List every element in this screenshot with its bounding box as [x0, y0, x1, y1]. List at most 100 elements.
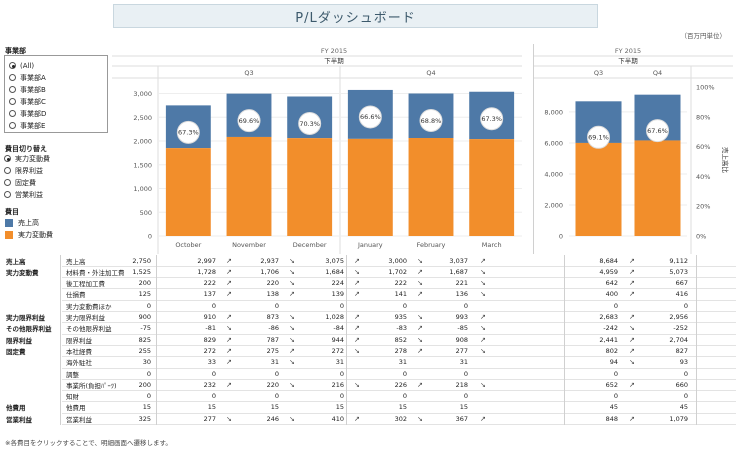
- bar-cost[interactable]: [347, 138, 393, 236]
- table-row[interactable]: 実力限界利益 実力限界利益 900 910 873 1,028 935 993 ↗ ↘ ↗ ↘ ↗ 2,6…: [4, 312, 694, 323]
- table-row[interactable]: 知財 0 0 0 0 0 0 0 0: [4, 391, 694, 402]
- division-option[interactable]: 事業部E: [9, 120, 45, 131]
- table-row[interactable]: 実力変動費 材料費・外注加工費 1,525 1,728 1,706 1,684 1,702 1…: [4, 266, 694, 277]
- group-label: Q3: [594, 69, 603, 77]
- table-row[interactable]: 仕損費 125 137 138 139 141 136 ↗ ↗ ↗ ↗ ↘ 400 416 ↗: [4, 289, 694, 300]
- row-item[interactable]: 材料費・外注加工費: [66, 268, 125, 277]
- trend-arrow-icon: ↗: [629, 346, 635, 355]
- cost-switch-option[interactable]: 固定費: [4, 177, 36, 188]
- radio-icon[interactable]: [9, 86, 16, 93]
- quarter-value: 416: [675, 290, 688, 299]
- division-filter-title: 事業部: [5, 47, 26, 55]
- y-tick-label: 1,000: [133, 185, 152, 193]
- month-value: 216: [331, 380, 344, 389]
- table-row[interactable]: 限界利益 限界利益 825 829 787 944 852 908 ↗ ↘ ↗ ↘ ↗ 2,441 2,70…: [4, 334, 694, 345]
- division-option[interactable]: 事業部B: [9, 84, 46, 95]
- table-row[interactable]: 売上高 売上高 2,750 2,997 2,937 3,075 3,000 3,037 ↗ ↘ ↗ ↘…: [4, 255, 694, 266]
- x-tick-label: January: [357, 241, 383, 249]
- row-category[interactable]: 売上高: [6, 257, 26, 266]
- row-item[interactable]: その他限界利益: [66, 325, 112, 334]
- radio-icon[interactable]: [4, 191, 11, 198]
- row-item[interactable]: 事業所(負担ﾊﾟｰﾂ): [66, 381, 117, 390]
- table-row[interactable]: 営業利益 営業利益 325 277 246 410 302 367 ↘ ↘ ↗ ↘ ↗ 848 1,079 ↗: [4, 413, 694, 424]
- radio-icon[interactable]: [4, 167, 11, 174]
- row-item[interactable]: 営業利益: [66, 415, 92, 424]
- bar-cost[interactable]: [469, 139, 515, 236]
- month-value: 222: [203, 279, 216, 288]
- bar-cost[interactable]: [408, 138, 454, 236]
- cost-switch-option[interactable]: 営業利益: [4, 189, 43, 200]
- cost-switch-option[interactable]: 実力変動費: [4, 153, 50, 164]
- table-row[interactable]: 後工程加工費 200 222 220 224 222 221 ↗ ↘ ↗ ↘ ↘ 642 667 ↗: [4, 278, 694, 289]
- row-item[interactable]: 海外駐社: [66, 359, 92, 368]
- legend-item[interactable]: 実力変動費: [5, 230, 53, 240]
- bar-cost[interactable]: [165, 148, 211, 236]
- trend-arrow-icon: ↘: [289, 414, 295, 423]
- month-value: 125: [138, 290, 151, 299]
- row-category[interactable]: 限界利益: [6, 336, 32, 345]
- bar-cost[interactable]: [634, 140, 681, 236]
- row-category[interactable]: 実力変動費: [6, 268, 39, 277]
- row-item[interactable]: 実力変動費ほか: [66, 302, 112, 311]
- cost-switch-option[interactable]: 限界利益: [4, 165, 43, 176]
- row-category[interactable]: 営業利益: [6, 415, 32, 424]
- trend-arrow-icon: ↗: [354, 256, 360, 265]
- table-row[interactable]: 海外駐社 30 33 31 31 31 31 ↗ ↘ 94 93 ↘: [4, 357, 694, 368]
- bar-cost[interactable]: [287, 138, 333, 236]
- month-value: -84: [333, 324, 344, 333]
- month-value: 15: [459, 403, 468, 412]
- table-row[interactable]: 他費用 他費用 15 15 15 15 15 15 45 45: [4, 402, 694, 413]
- trend-arrow-icon: ↗: [226, 346, 232, 355]
- trend-arrow-icon: ↗: [629, 414, 635, 423]
- row-item[interactable]: 後工程加工費: [66, 280, 105, 289]
- radio-icon[interactable]: [9, 74, 16, 81]
- row-item[interactable]: 仕損費: [66, 291, 86, 300]
- division-filter: (All) 事業部A 事業部B 事業部C 事業部D 事業部E: [4, 55, 108, 133]
- chart-title: FY 2015: [321, 47, 347, 55]
- row-item[interactable]: 本社経費: [66, 347, 92, 356]
- radio-icon[interactable]: [4, 155, 11, 162]
- division-option[interactable]: (All): [9, 60, 34, 71]
- trend-arrow-icon: ↗: [417, 380, 423, 389]
- row-item[interactable]: 実力限界利益: [66, 314, 105, 322]
- month-value: 136: [455, 290, 468, 299]
- row-category[interactable]: その他限界利益: [6, 325, 52, 334]
- radio-icon[interactable]: [9, 98, 16, 105]
- radio-icon[interactable]: [9, 110, 16, 117]
- row-item[interactable]: 知財: [66, 393, 79, 402]
- division-option[interactable]: 事業部A: [9, 72, 46, 83]
- row-category[interactable]: 他費用: [6, 404, 26, 413]
- row-divider: [62, 344, 736, 346]
- radio-icon[interactable]: [4, 179, 11, 186]
- trend-arrow-icon: ↗: [354, 313, 360, 321]
- legend-item[interactable]: 売上高: [5, 218, 39, 228]
- division-option[interactable]: 事業部C: [9, 96, 46, 107]
- table-row[interactable]: 実力変動費ほか 0 0 0 0 0 0 0 0: [4, 300, 694, 311]
- month-value: 277: [203, 414, 216, 423]
- row-item[interactable]: 限界利益: [66, 336, 92, 345]
- row-item[interactable]: 売上高: [66, 257, 86, 266]
- quarter-value: 5,073: [669, 267, 688, 276]
- month-value: 910: [203, 313, 216, 321]
- table-row[interactable]: 調整 0 0 0 0 0 0 0 0: [4, 368, 694, 379]
- row-category[interactable]: 実力限界利益: [6, 314, 45, 322]
- table-row[interactable]: その他限界利益 その他限界利益 -75 -81 -86 -84 -83 -85 ↘ ↘ ↗ ↗ ↘ -24…: [4, 323, 694, 334]
- cost-switch-label: 実力変動費: [15, 154, 50, 163]
- month-value: 993: [455, 313, 468, 321]
- table-row[interactable]: 事業所(負担ﾊﾟｰﾂ) 200 232 220 216 226 218 ↗ ↘ ↘ ↗ ↘ 652 660…: [4, 379, 694, 390]
- row-item[interactable]: 調整: [66, 370, 79, 379]
- month-value: 139: [331, 290, 344, 299]
- bar-cost[interactable]: [575, 142, 622, 236]
- bar-cost[interactable]: [226, 136, 272, 236]
- radio-icon[interactable]: [9, 122, 16, 129]
- quarter-value: 2,441: [599, 335, 618, 344]
- division-option-label: (All): [20, 61, 35, 70]
- row-item[interactable]: 他費用: [66, 404, 86, 413]
- division-option[interactable]: 事業部D: [9, 108, 46, 119]
- ratio-label: 69.6%: [239, 117, 260, 125]
- month-value: 33: [207, 358, 216, 367]
- radio-icon[interactable]: [9, 62, 16, 69]
- table-row[interactable]: 固定費 本社経費 255 272 275 272 278 277 ↗ ↗ ↘ ↗ ↘ 802 827 ↗: [4, 345, 694, 356]
- y-tick-label: 2,000: [133, 138, 152, 146]
- row-category[interactable]: 固定費: [6, 347, 26, 356]
